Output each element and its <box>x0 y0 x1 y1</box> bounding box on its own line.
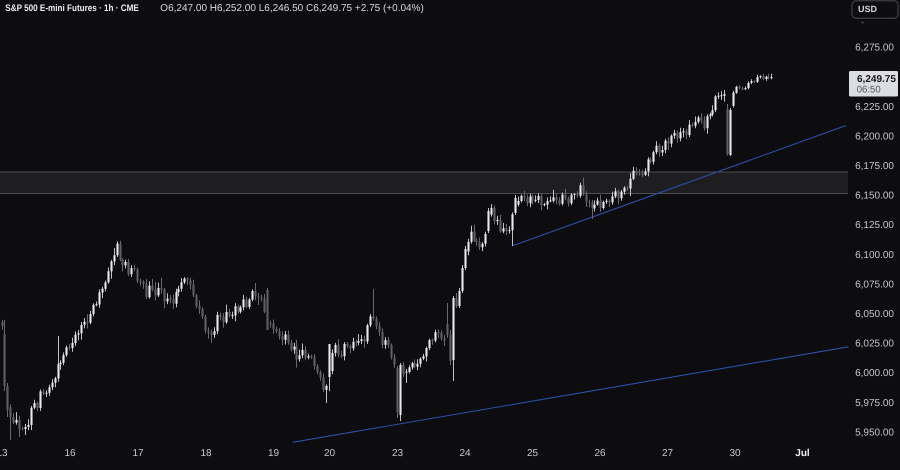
svg-text:24: 24 <box>459 448 471 459</box>
svg-text:25: 25 <box>527 448 539 459</box>
svg-text:5,950.00: 5,950.00 <box>855 427 894 438</box>
svg-text:6,249.75: 6,249.75 <box>857 74 896 85</box>
svg-text:30: 30 <box>729 448 741 459</box>
svg-text:5,975.00: 5,975.00 <box>855 398 894 409</box>
svg-text:13: 13 <box>0 448 8 459</box>
svg-text:6,075.00: 6,075.00 <box>855 279 894 290</box>
svg-text:18: 18 <box>200 448 212 459</box>
svg-text:6,125.00: 6,125.00 <box>855 220 894 231</box>
svg-text:6,225.00: 6,225.00 <box>855 102 894 113</box>
svg-text:O6,247.00 H6,252.00 L6,246.50: O6,247.00 H6,252.00 L6,246.50 C6,249.75 … <box>160 3 424 14</box>
svg-text:6,200.00: 6,200.00 <box>855 131 894 142</box>
svg-text:06:50: 06:50 <box>857 84 881 95</box>
svg-text:6,025.00: 6,025.00 <box>855 339 894 350</box>
svg-text:27: 27 <box>662 448 674 459</box>
svg-text:6,050.00: 6,050.00 <box>855 309 894 320</box>
svg-text:6,100.00: 6,100.00 <box>855 250 894 261</box>
svg-text:6,150.00: 6,150.00 <box>855 191 894 202</box>
svg-text:6,000.00: 6,000.00 <box>855 368 894 379</box>
svg-text:23: 23 <box>392 448 404 459</box>
svg-text:S&P 500 E-mini Futures · 1h ·: S&P 500 E-mini Futures · 1h · CME <box>5 3 139 14</box>
svg-text:20: 20 <box>324 448 336 459</box>
svg-text:17: 17 <box>132 448 144 459</box>
svg-text:6,275.00: 6,275.00 <box>855 43 894 54</box>
svg-text:6,175.00: 6,175.00 <box>855 161 894 172</box>
svg-text:Jul: Jul <box>795 448 810 459</box>
svg-text:26: 26 <box>594 448 606 459</box>
svg-text:19: 19 <box>268 448 280 459</box>
svg-text:USD: USD <box>858 4 878 14</box>
svg-text:16: 16 <box>64 448 76 459</box>
